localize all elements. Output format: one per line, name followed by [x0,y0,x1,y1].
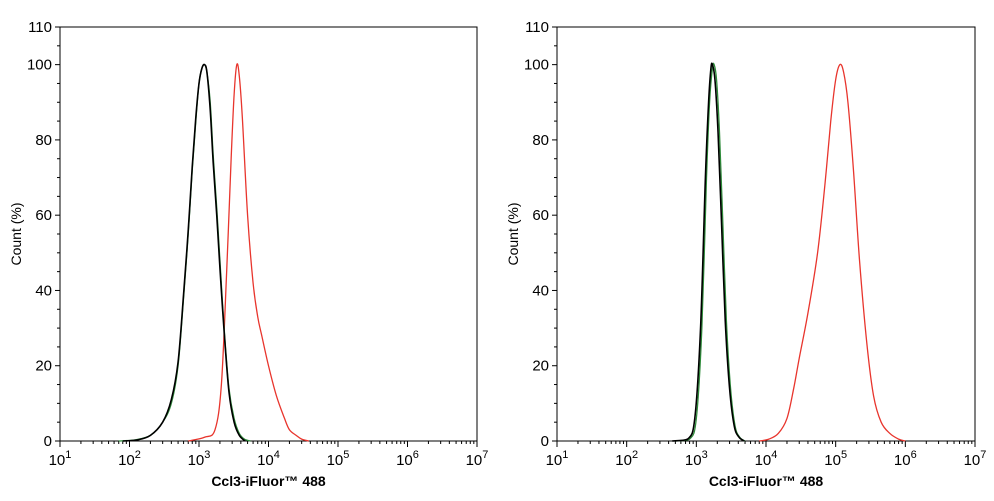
right-green-histogram-curve [675,62,746,442]
left-x-tick-label: 104 [257,449,280,469]
right-chart-panel: 0 20 40 60 80 100 110 101 102 103 104 105 106 107 Ccl3… [505,19,986,489]
left-y-tick-label: 100 [27,57,52,74]
left-y-tick-label: 40 [35,282,52,299]
right-x-tick-label: 102 [615,449,638,469]
right-x-tick-label: 103 [685,449,708,469]
left-chart-panel: 0 20 40 60 80 100 110 101 102 103 104 105 106 107 Ccl3… [8,19,488,489]
left-x-tick-label: 101 [49,449,72,469]
left-y-tick-label: 20 [35,358,52,375]
left-green-histogram-curve [118,63,251,442]
left-x-tick-label: 102 [118,449,141,469]
left-x-tick-label: 107 [466,449,489,469]
right-y-tick-label: 20 [532,358,549,375]
right-y-tick-label: 80 [532,132,549,149]
right-x-tick-label: 105 [824,449,847,469]
left-y-axis-title: Count (%) [8,202,24,265]
right-y-tick-label: 0 [541,433,549,450]
right-y-tick-label: 110 [525,19,549,36]
right-y-tick-label: 100 [524,57,549,74]
right-x-tick-label: 104 [755,449,778,469]
right-y-tick-label: 40 [532,282,549,299]
left-x-axis-title: Ccl3-iFluor™ 488 [211,473,326,489]
right-plot-frame [556,26,976,442]
left-y-tick-label: 80 [35,132,52,149]
left-black-histogram-curve [122,63,246,442]
right-x-tick-label: 107 [964,449,987,469]
left-red-histogram-curve [188,63,309,442]
left-y-tick-label: 60 [35,207,52,224]
left-x-tick-label: 106 [396,449,419,469]
left-plot-frame [59,26,478,442]
right-x-tick-label: 101 [546,449,569,469]
right-x-axis-title: Ccl3-iFluor™ 488 [709,473,824,489]
left-x-tick-label: 103 [188,449,211,469]
right-x-tick-label: 106 [894,449,917,469]
right-red-histogram-curve [759,63,906,442]
left-x-tick-label: 105 [327,449,350,469]
right-black-histogram-curve [672,62,745,442]
left-y-tick-label: 0 [44,433,52,450]
right-y-axis-title: Count (%) [505,202,521,265]
right-y-tick-label: 60 [532,207,549,224]
left-y-tick-label: 110 [28,19,52,36]
